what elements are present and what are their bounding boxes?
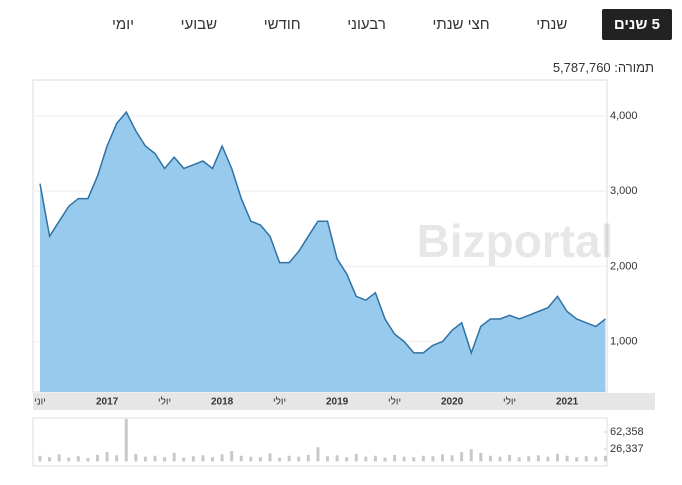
volume-bar xyxy=(527,456,531,462)
volume-bar xyxy=(230,451,234,462)
y-tick-label: 62,358 xyxy=(610,426,644,438)
volume-bar xyxy=(211,457,214,462)
volume-bar xyxy=(450,455,454,462)
volume-bar xyxy=(297,456,301,462)
volume-bar xyxy=(508,454,512,462)
x-tick-label: 2021 xyxy=(556,397,579,408)
tab[interactable]: יומי xyxy=(112,16,135,33)
volume-bar xyxy=(393,454,397,462)
line xyxy=(39,110,606,356)
volume-bar xyxy=(306,454,310,462)
x-tick-label: 2017 xyxy=(96,397,119,408)
volume-bar xyxy=(402,456,406,462)
volume-bar xyxy=(412,457,416,462)
volume-bar xyxy=(201,455,205,462)
volume-bar xyxy=(191,456,195,462)
volume-bar xyxy=(67,457,71,462)
volume-bar xyxy=(143,456,147,462)
volume-bar xyxy=(479,452,483,462)
volume-bar xyxy=(364,456,368,462)
volume-bar xyxy=(460,451,464,462)
volume-bar xyxy=(96,454,99,462)
watermark: Bizportal xyxy=(417,215,614,267)
x-tick-label: יולי xyxy=(158,396,171,408)
volume-bar xyxy=(220,454,224,462)
y-tick-label: 2,000 xyxy=(610,260,638,272)
volume-bar xyxy=(278,457,282,462)
volume-bar xyxy=(258,457,262,462)
volume-bar xyxy=(536,455,540,462)
x-tick-label: יולי xyxy=(273,396,286,408)
volume-bar xyxy=(546,456,550,462)
turnover-value: 5,787,760 xyxy=(552,60,611,75)
volume-bar xyxy=(115,455,119,462)
volume-frame xyxy=(32,417,608,467)
volume-bar xyxy=(565,455,569,462)
turnover: תמורה: 5,787,760 xyxy=(553,60,654,75)
volume-bar xyxy=(431,456,435,462)
x-tick-label: 2019 xyxy=(326,397,349,408)
x-tick-label: 2018 xyxy=(211,397,234,408)
volume-bar xyxy=(76,456,80,462)
tab[interactable]: רבעוני xyxy=(347,16,386,33)
tabs: יומי שבועי חודשי רבעוני חצי שנתי שנתי 5 שנים xyxy=(100,8,672,41)
volume-bar xyxy=(105,451,109,462)
volume-bar xyxy=(488,455,492,462)
volume-bar xyxy=(38,455,42,462)
volume-bar xyxy=(469,449,473,462)
volume-bar xyxy=(287,455,291,462)
volume-bar xyxy=(517,457,521,462)
tab[interactable]: שבועי xyxy=(180,16,218,33)
volume-bar xyxy=(584,456,588,462)
tab[interactable]: חודשי xyxy=(263,16,301,33)
volume-bar xyxy=(124,418,128,462)
volume-bar xyxy=(441,454,444,462)
volume-bar xyxy=(556,453,559,462)
x-tick-label: יולי xyxy=(388,396,401,408)
x-tick-label: יוני xyxy=(34,397,46,408)
x-tick-label: 2020 xyxy=(441,397,464,408)
volume-bar xyxy=(316,447,320,462)
x-axis-band xyxy=(33,393,655,410)
tab[interactable]: שנתי xyxy=(536,16,568,33)
volume-bar xyxy=(373,455,377,462)
volume-bar xyxy=(498,456,502,462)
volume-bar xyxy=(603,455,607,462)
volume-bar xyxy=(421,455,425,462)
volume-bar xyxy=(354,453,358,462)
volume-bar xyxy=(268,453,272,462)
volume-bar xyxy=(86,458,90,462)
volume-bar xyxy=(335,455,339,462)
volume-bar xyxy=(57,454,61,462)
y-tick-label: 1,000 xyxy=(610,335,638,347)
volume-bar xyxy=(153,455,157,462)
volume-bar xyxy=(345,457,349,462)
y-tick-label: 3,000 xyxy=(610,185,638,197)
tab[interactable]: חצי שנתי xyxy=(432,16,490,33)
x-tick-label: יולי xyxy=(503,396,516,408)
turnover-label: תמורה: xyxy=(614,60,654,75)
area xyxy=(40,112,606,392)
volume-bar xyxy=(48,457,52,462)
volume-bar xyxy=(172,452,176,462)
volume-bar xyxy=(326,456,329,462)
volume-bar xyxy=(575,457,579,462)
volume-bar xyxy=(239,455,243,462)
volume-bar xyxy=(383,457,387,462)
tab[interactable]: 5 שנים xyxy=(601,9,672,40)
y-tick-label: 26,337 xyxy=(610,443,644,455)
volume-bar xyxy=(594,456,598,462)
volume-bar xyxy=(134,453,138,462)
volume-bar xyxy=(163,457,167,462)
y-tick-label: 4,000 xyxy=(610,110,638,122)
volume-bar xyxy=(249,456,253,462)
volume-bar xyxy=(182,457,186,462)
